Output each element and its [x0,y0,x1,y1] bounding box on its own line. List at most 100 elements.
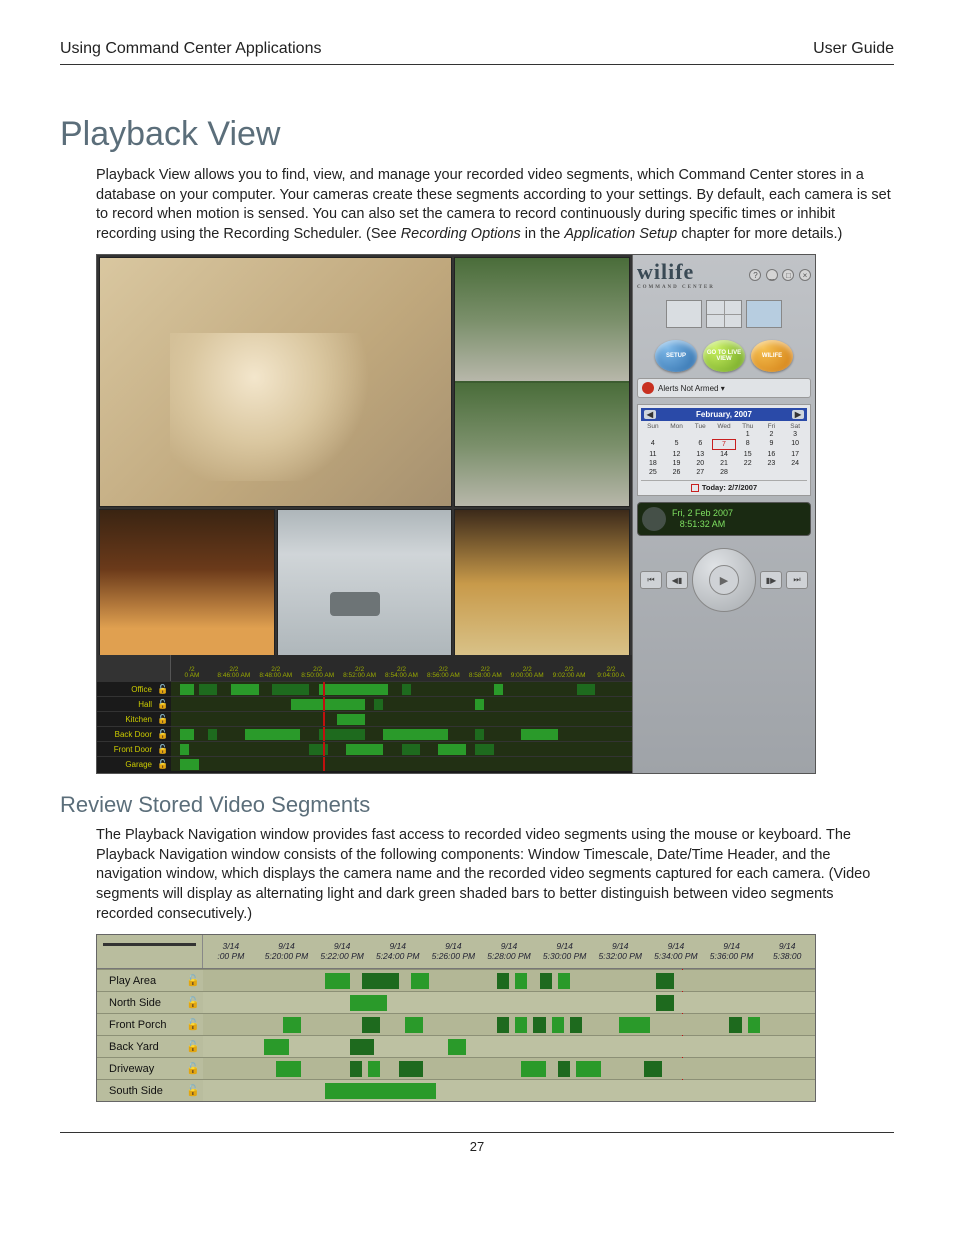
cal-day[interactable] [712,430,736,439]
video-segment[interactable] [558,1061,570,1077]
nav-row[interactable]: Back Yard🔓 [97,1035,815,1057]
cal-day[interactable]: 22 [736,459,760,468]
timescale-control[interactable] [97,655,171,681]
lock-icon[interactable]: 🔓 [183,1036,203,1057]
wilife-button[interactable]: WILIFE [751,340,793,372]
cal-day[interactable]: 18 [641,459,665,468]
timeline-row[interactable]: Garage🔓 [97,756,632,771]
cal-day[interactable]: 7 [712,439,736,450]
video-panel-main[interactable] [99,257,452,507]
video-segment[interactable] [350,1061,362,1077]
video-segment[interactable] [272,684,309,695]
video-segment[interactable] [748,1017,760,1033]
video-segment[interactable] [494,684,503,695]
cal-day[interactable]: 8 [736,439,760,450]
live-view-button[interactable]: GO TO LIVE VIEW [703,340,745,372]
video-segment[interactable] [402,744,420,755]
cal-day[interactable]: 26 [665,468,689,477]
video-segment[interactable] [656,995,674,1011]
lock-icon[interactable]: 🔓 [183,970,203,991]
cal-day[interactable]: 6 [688,439,712,450]
jog-dial[interactable]: ▶ [692,548,756,612]
minimize-icon[interactable]: _ [766,269,778,281]
video-segment[interactable] [199,684,217,695]
cal-day[interactable]: 2 [760,430,784,439]
nav-row[interactable]: North Side🔓 [97,991,815,1013]
cal-day[interactable]: 11 [641,450,665,459]
video-segment[interactable] [180,744,189,755]
video-segment[interactable] [515,973,527,989]
video-segment[interactable] [325,973,349,989]
video-segment[interactable] [402,684,411,695]
cal-day[interactable]: 14 [712,450,736,459]
video-segment[interactable] [729,1017,741,1033]
video-segment[interactable] [245,729,300,740]
video-segment[interactable] [264,1039,288,1055]
video-segment[interactable] [475,699,484,710]
video-segment[interactable] [231,684,259,695]
nav-row[interactable]: South Side🔓 [97,1079,815,1101]
cal-prev-icon[interactable]: ◀ [644,410,656,419]
video-segment[interactable] [399,1061,423,1077]
cal-day[interactable] [760,468,784,477]
nav-row[interactable]: Play Area🔓 [97,969,815,991]
cal-day[interactable]: 13 [688,450,712,459]
cal-day[interactable]: 28 [712,468,736,477]
cal-day[interactable]: 4 [641,439,665,450]
cal-day[interactable]: 15 [736,450,760,459]
play-button[interactable]: ▶ [709,565,739,595]
video-segment[interactable] [497,1017,509,1033]
video-segment[interactable] [319,684,388,695]
lock-icon[interactable]: 🔓 [183,1058,203,1079]
timeline-row[interactable]: Kitchen🔓 [97,711,632,726]
nav-row[interactable]: Front Porch🔓 [97,1013,815,1035]
video-segment[interactable] [405,1017,423,1033]
cal-day[interactable]: 17 [783,450,807,459]
video-segment[interactable] [374,699,383,710]
video-segment[interactable] [350,1039,374,1055]
cal-day[interactable] [641,430,665,439]
video-segment[interactable] [438,744,466,755]
lock-icon[interactable]: 🔓 [183,1014,203,1035]
video-panel-bottom-right[interactable] [454,509,630,659]
video-segment[interactable] [619,1017,650,1033]
skip-back-button[interactable]: ⏮ [640,571,662,589]
video-segment[interactable] [576,1061,600,1077]
step-back-button[interactable]: ◀▮ [666,571,688,589]
lock-icon[interactable]: 🔓 [155,712,171,726]
lock-icon[interactable]: 🔓 [155,682,171,696]
video-segment[interactable] [497,973,509,989]
video-segment[interactable] [362,1017,380,1033]
layout-quad[interactable] [706,300,742,328]
video-panel-bottom-mid[interactable] [277,509,453,659]
cal-day[interactable] [736,468,760,477]
video-segment[interactable] [570,1017,582,1033]
timeline-row[interactable]: Back Door🔓 [97,726,632,741]
cal-day[interactable] [783,468,807,477]
lock-icon[interactable]: 🔓 [155,757,171,771]
cal-day[interactable] [665,430,689,439]
alerts-dropdown[interactable]: Alerts Not Armed ▾ [637,378,811,398]
skip-fwd-button[interactable]: ⏭ [786,571,808,589]
cal-day[interactable]: 16 [760,450,784,459]
video-segment[interactable] [656,973,674,989]
video-panel-bottom-left[interactable] [99,509,275,659]
video-segment[interactable] [325,1083,435,1099]
cal-today-link[interactable]: Today: 2/7/2007 [641,480,807,492]
playback-timeline[interactable]: /20 AM2/28:46:00 AM2/28:48:00 AM2/28:50:… [97,655,632,773]
video-segment[interactable] [540,973,552,989]
cal-day[interactable]: 12 [665,450,689,459]
video-segment[interactable] [309,744,327,755]
lock-icon[interactable]: 🔓 [183,992,203,1013]
cal-day[interactable]: 21 [712,459,736,468]
help-icon[interactable]: ? [749,269,761,281]
video-segment[interactable] [180,684,194,695]
video-segment[interactable] [180,729,194,740]
step-fwd-button[interactable]: ▮▶ [760,571,782,589]
lock-icon[interactable]: 🔓 [155,697,171,711]
video-segment[interactable] [291,699,365,710]
video-segment[interactable] [411,973,429,989]
video-segment[interactable] [337,714,365,725]
video-segment[interactable] [515,1017,527,1033]
lock-icon[interactable]: 🔓 [155,727,171,741]
